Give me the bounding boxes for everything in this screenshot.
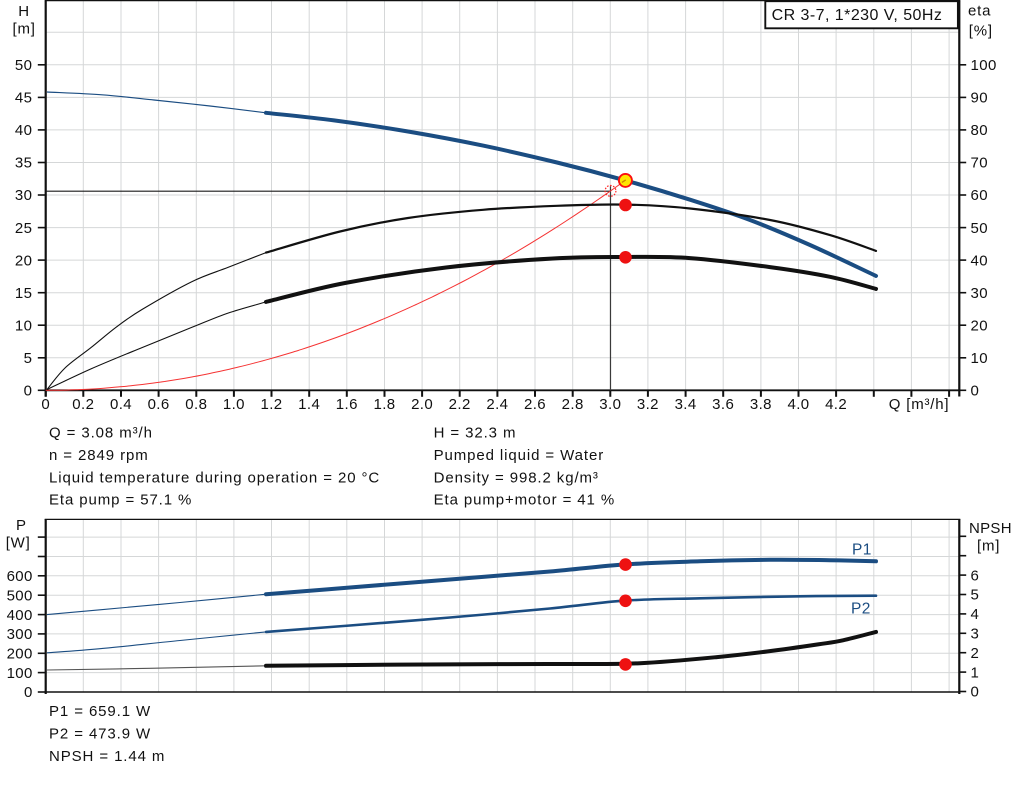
svg-text:50: 50 xyxy=(971,220,989,237)
svg-text:5: 5 xyxy=(24,350,33,367)
svg-text:5: 5 xyxy=(971,587,980,604)
svg-text:90: 90 xyxy=(971,90,989,107)
svg-text:1.6: 1.6 xyxy=(336,396,358,413)
svg-text:50: 50 xyxy=(15,57,33,74)
svg-text:4: 4 xyxy=(971,606,980,623)
svg-text:3.6: 3.6 xyxy=(712,396,734,413)
svg-text:6: 6 xyxy=(971,567,980,584)
svg-text:Q = 3.08 m³/h: Q = 3.08 m³/h xyxy=(49,425,153,442)
svg-text:Q [m³/h]: Q [m³/h] xyxy=(889,396,950,413)
svg-text:60: 60 xyxy=(971,187,989,204)
svg-text:3: 3 xyxy=(971,626,980,643)
svg-text:3.8: 3.8 xyxy=(750,396,772,413)
svg-text:1.0: 1.0 xyxy=(223,396,245,413)
svg-text:Eta pump = 57.1 %: Eta pump = 57.1 % xyxy=(49,492,192,509)
svg-text:H: H xyxy=(18,3,29,20)
svg-text:4.0: 4.0 xyxy=(787,396,809,413)
svg-text:Eta pump+motor = 41 %: Eta pump+motor = 41 % xyxy=(434,492,615,509)
svg-text:3.2: 3.2 xyxy=(637,396,659,413)
svg-text:P1: P1 xyxy=(852,542,872,559)
svg-text:Pumped liquid = Water: Pumped liquid = Water xyxy=(434,447,605,464)
svg-text:0.6: 0.6 xyxy=(148,396,170,413)
svg-text:[m]: [m] xyxy=(13,21,36,38)
svg-text:10: 10 xyxy=(15,317,33,334)
svg-text:15: 15 xyxy=(15,285,33,302)
svg-text:NPSH: NPSH xyxy=(969,520,1012,537)
svg-text:H = 32.3 m: H = 32.3 m xyxy=(434,425,517,442)
svg-text:40: 40 xyxy=(15,122,33,139)
svg-text:2.4: 2.4 xyxy=(486,396,508,413)
svg-text:0.2: 0.2 xyxy=(72,396,94,413)
svg-text:[m]: [m] xyxy=(977,538,1000,555)
svg-text:100: 100 xyxy=(7,665,33,682)
svg-text:[W]: [W] xyxy=(6,535,31,552)
svg-text:CR 3-7, 1*230 V, 50Hz: CR 3-7, 1*230 V, 50Hz xyxy=(772,7,943,24)
svg-text:500: 500 xyxy=(7,587,33,604)
svg-text:1.2: 1.2 xyxy=(260,396,282,413)
svg-text:40: 40 xyxy=(971,252,989,269)
svg-text:Liquid temperature during oper: Liquid temperature during operation = 20… xyxy=(49,469,380,486)
svg-text:80: 80 xyxy=(971,122,989,139)
svg-text:1.8: 1.8 xyxy=(373,396,395,413)
svg-text:Density = 998.2 kg/m³: Density = 998.2 kg/m³ xyxy=(434,469,599,486)
svg-text:0: 0 xyxy=(24,684,33,701)
svg-text:0.8: 0.8 xyxy=(185,396,207,413)
svg-text:35: 35 xyxy=(15,155,33,172)
svg-text:2.8: 2.8 xyxy=(562,396,584,413)
svg-text:30: 30 xyxy=(15,187,33,204)
svg-text:70: 70 xyxy=(971,155,989,172)
svg-text:600: 600 xyxy=(7,568,33,585)
svg-text:4.2: 4.2 xyxy=(825,396,847,413)
svg-text:0: 0 xyxy=(24,383,33,400)
svg-text:2.0: 2.0 xyxy=(411,396,433,413)
svg-text:0: 0 xyxy=(971,383,980,400)
svg-text:100: 100 xyxy=(971,57,997,74)
svg-text:0: 0 xyxy=(41,396,50,413)
svg-text:eta: eta xyxy=(968,3,991,20)
svg-text:2: 2 xyxy=(971,645,980,662)
svg-text:[%]: [%] xyxy=(969,23,993,40)
svg-text:20: 20 xyxy=(971,317,989,334)
svg-text:25: 25 xyxy=(15,220,33,237)
svg-text:P1 = 659.1 W: P1 = 659.1 W xyxy=(49,703,151,720)
svg-text:300: 300 xyxy=(7,626,33,643)
svg-text:P: P xyxy=(16,517,26,534)
svg-text:1.4: 1.4 xyxy=(298,396,320,413)
svg-text:10: 10 xyxy=(971,350,989,367)
svg-text:2.6: 2.6 xyxy=(524,396,546,413)
svg-text:0.4: 0.4 xyxy=(110,396,132,413)
svg-text:2.2: 2.2 xyxy=(449,396,471,413)
svg-text:20: 20 xyxy=(15,252,33,269)
svg-text:P2 = 473.9 W: P2 = 473.9 W xyxy=(49,725,151,742)
svg-text:400: 400 xyxy=(7,607,33,624)
svg-text:45: 45 xyxy=(15,90,33,107)
svg-text:0: 0 xyxy=(971,684,980,701)
svg-text:1: 1 xyxy=(971,664,980,681)
svg-text:200: 200 xyxy=(7,646,33,663)
svg-text:n = 2849 rpm: n = 2849 rpm xyxy=(49,447,149,464)
svg-text:NPSH = 1.44 m: NPSH = 1.44 m xyxy=(49,748,165,765)
svg-text:P2: P2 xyxy=(851,601,871,618)
svg-text:30: 30 xyxy=(971,285,989,302)
svg-text:3.4: 3.4 xyxy=(675,396,697,413)
svg-text:3.0: 3.0 xyxy=(599,396,621,413)
